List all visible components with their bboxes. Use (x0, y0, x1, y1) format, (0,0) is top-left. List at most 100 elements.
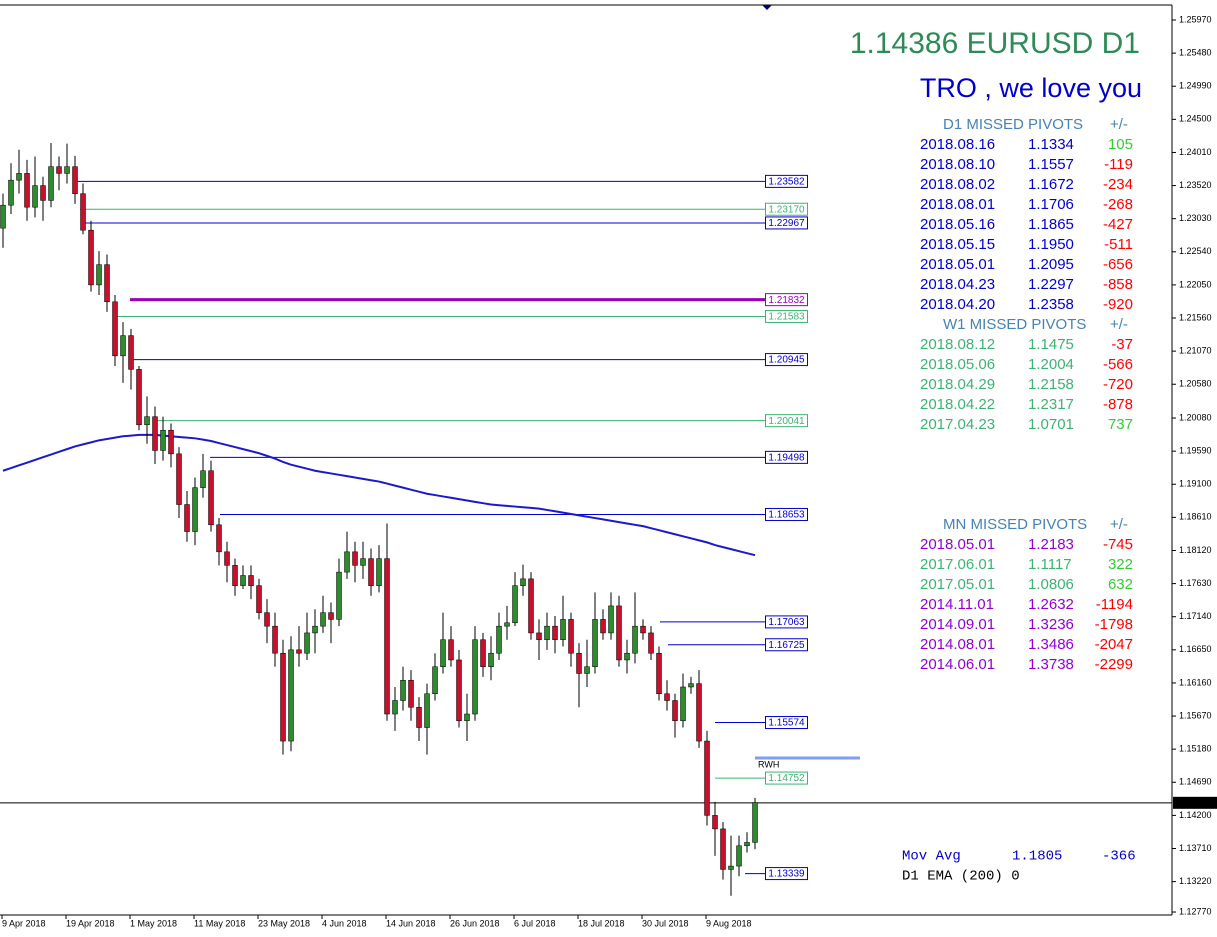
pivot-diff: -858 (1103, 276, 1133, 293)
candle-body (112, 301, 118, 357)
ma-value: 1.1805 (1012, 849, 1062, 865)
y-tick-label: 1.24990 (1179, 81, 1212, 91)
y-tick-label: 1.24010 (1179, 147, 1212, 157)
candle-body (296, 649, 302, 654)
pivot-date: 2018.04.20 (920, 296, 995, 313)
pivot-label: 1.15574 (768, 718, 805, 729)
candle-body (600, 619, 606, 634)
x-tick-label: 30 Jul 2018 (642, 918, 689, 928)
pivot-diff: -234 (1103, 176, 1133, 193)
pivot-diff: -2047 (1095, 636, 1133, 653)
candle-body (232, 565, 238, 586)
ma-label: Mov Avg (902, 849, 961, 865)
pivot-label: 1.22967 (768, 218, 805, 229)
pivot-diff: -37 (1111, 336, 1133, 353)
x-tick-label: 26 Jun 2018 (450, 918, 500, 928)
pivot-label: 1.13339 (768, 869, 805, 880)
candle-body (568, 619, 574, 654)
pivot-price: 1.1706 (1028, 196, 1074, 213)
ma-line (2, 433, 756, 557)
pivot-diff: -1194 (1096, 596, 1133, 613)
candle-body (552, 625, 558, 640)
candle-body (752, 802, 758, 843)
section-heading: W1 MISSED PIVOTS (943, 316, 1086, 333)
pivot-price: 1.2297 (1028, 276, 1074, 293)
candle-body (256, 585, 262, 613)
candle-body (640, 625, 646, 634)
candle-body (520, 578, 526, 586)
candle-body (560, 619, 566, 640)
pivot-label-box (765, 174, 808, 188)
candle-body (448, 639, 454, 661)
x-tick-label: 23 May 2018 (258, 918, 310, 928)
y-tick-label: 1.22050 (1179, 279, 1212, 289)
pivot-diff: -920 (1103, 296, 1133, 313)
candle-body (536, 632, 542, 640)
moving-average (2, 433, 756, 557)
panel-title: 1.14386 EURUSD D1 (850, 27, 1140, 60)
candle-body (56, 166, 62, 174)
pivot-label-box (765, 202, 808, 216)
ma-diff: -366 (1102, 849, 1136, 865)
candle-body (264, 612, 270, 627)
pivot-date: 2017.05.01 (920, 576, 995, 593)
current-price-label: 1.14386 (1177, 797, 1210, 807)
candle-body (336, 571, 342, 620)
section-diff-heading: +/- (1110, 116, 1128, 133)
candle-body (120, 335, 126, 357)
y-tick-label: 1.15180 (1179, 744, 1212, 754)
pivot-date: 2018.04.29 (920, 376, 995, 393)
candle-body (728, 865, 734, 870)
ema-label: D1 EMA (200) 0 (902, 869, 1020, 885)
candle-body (456, 659, 462, 722)
candle-body (40, 185, 46, 201)
candle-body (360, 558, 366, 566)
candle-body (184, 504, 190, 532)
pivot-date: 2017.06.01 (920, 556, 995, 573)
candle-body (488, 652, 494, 667)
pivot-diff: 322 (1108, 556, 1133, 573)
y-tick-label: 1.22540 (1179, 246, 1212, 256)
candle-body (744, 842, 750, 847)
x-tick-label: 1 May 2018 (130, 918, 177, 928)
candle-body (344, 551, 350, 573)
pivot-price: 1.2158 (1028, 376, 1074, 393)
candle-body (616, 605, 622, 661)
candle-body (304, 632, 310, 654)
pivot-price: 1.1334 (1028, 136, 1074, 153)
candle-body (648, 632, 654, 654)
pivot-date: 2018.05.06 (920, 356, 995, 373)
candles (0, 142, 758, 896)
section-diff-heading: +/- (1110, 516, 1128, 533)
rwh-label: RWH (758, 759, 779, 769)
candle-body (576, 652, 582, 674)
pivot-diff: -2299 (1095, 656, 1133, 673)
candle-body (712, 815, 718, 830)
pivot-label-box (765, 615, 808, 629)
candle-body (416, 707, 422, 728)
y-tick-label: 1.21560 (1179, 312, 1212, 322)
pivot-label-box (765, 716, 808, 730)
y-tick-label: 1.14200 (1179, 810, 1212, 820)
candle-body (8, 179, 14, 206)
pivot-date: 2018.08.16 (920, 136, 995, 153)
candle-body (328, 612, 334, 620)
candle-body (704, 740, 710, 816)
y-tick-label: 1.25480 (1179, 47, 1212, 57)
pivot-price: 1.2358 (1028, 296, 1074, 313)
y-tick-label: 1.18610 (1179, 512, 1212, 522)
y-tick-label: 1.13220 (1179, 876, 1212, 886)
pivot-diff: -1798 (1095, 616, 1133, 633)
pivot-diff: -566 (1103, 356, 1133, 373)
candle-body (16, 173, 22, 181)
candle-body (96, 264, 102, 286)
pivot-date: 2014.11.01 (920, 596, 994, 613)
x-tick-label: 9 Apr 2018 (2, 918, 46, 928)
candle-body (24, 173, 30, 208)
candle-body (48, 166, 54, 201)
pivot-price: 1.1117 (1028, 556, 1072, 573)
pivot-date: 2018.04.23 (920, 276, 995, 293)
pivot-label-box (765, 216, 808, 230)
pivot-label: 1.16725 (768, 640, 805, 651)
candle-body (680, 686, 686, 722)
